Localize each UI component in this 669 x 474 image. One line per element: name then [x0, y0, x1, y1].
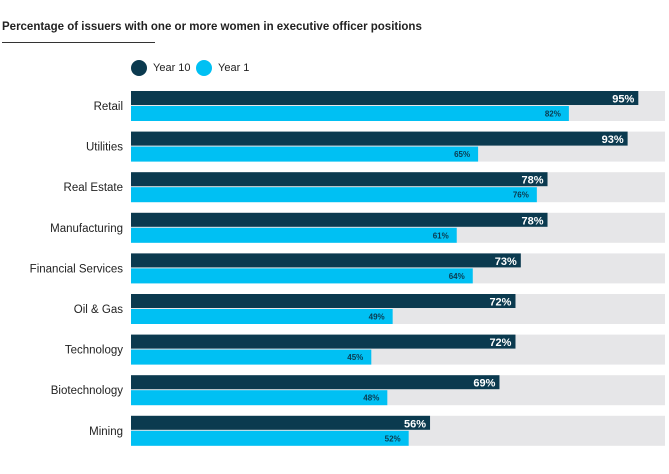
data-label: 49%	[369, 313, 385, 322]
data-label: 48%	[363, 394, 379, 403]
bar-year-1	[131, 390, 388, 406]
bar-year-10	[131, 91, 639, 105]
data-label: 65%	[454, 150, 470, 159]
bar-year-10	[131, 375, 500, 390]
data-label: 73%	[495, 256, 517, 268]
data-label: 52%	[385, 434, 401, 443]
bar-year-1	[131, 187, 537, 203]
title-underline	[2, 42, 155, 43]
category-label: Technology	[65, 345, 123, 357]
legend-swatch-year-10	[131, 60, 147, 76]
data-label: 72%	[489, 297, 511, 309]
bar-year-1	[131, 309, 393, 324]
data-label: 78%	[521, 215, 543, 227]
category-label: Mining	[89, 426, 123, 438]
bar-year-1	[131, 106, 569, 121]
bar-year-10	[131, 172, 548, 187]
data-label: 76%	[513, 191, 529, 200]
data-label: 72%	[489, 337, 511, 349]
data-label: 45%	[347, 353, 363, 362]
data-label: 64%	[449, 272, 465, 281]
category-label: Biotechnology	[51, 385, 123, 397]
bar-year-10	[131, 294, 516, 308]
data-label: 78%	[521, 175, 543, 187]
bar-year-1	[131, 268, 473, 284]
legend-swatch-year-1	[196, 60, 212, 76]
category-label: Utilities	[86, 142, 123, 154]
category-label: Oil & Gas	[74, 304, 123, 316]
bar-year-1	[131, 349, 372, 365]
bar-year-10	[131, 415, 431, 430]
data-label: 69%	[473, 378, 495, 390]
data-label: 61%	[433, 231, 449, 240]
data-label: 95%	[612, 94, 634, 106]
legend-label-year-10: Year 10	[153, 62, 191, 74]
chart-title: Percentage of issuers with one or more w…	[2, 21, 422, 33]
category-label: Real Estate	[64, 182, 123, 194]
data-label: 56%	[404, 418, 426, 430]
category-label: Manufacturing	[50, 223, 123, 235]
bar-year-1	[131, 146, 479, 162]
data-label: 82%	[545, 110, 561, 119]
legend-label-year-1: Year 1	[218, 62, 250, 74]
category-label: Financial Services	[30, 263, 124, 275]
bar-year-10	[131, 334, 516, 349]
bar-year-10	[131, 212, 548, 227]
bar-year-1	[131, 430, 409, 446]
legend-item-year-1: Year 1	[196, 60, 249, 76]
bar-year-1	[131, 227, 457, 243]
bar-year-10	[131, 253, 521, 268]
category-label: Retail	[94, 101, 123, 113]
legend-item-year-10: Year 10	[131, 60, 191, 76]
bar-year-10	[131, 131, 628, 146]
data-label: 93%	[602, 134, 624, 146]
